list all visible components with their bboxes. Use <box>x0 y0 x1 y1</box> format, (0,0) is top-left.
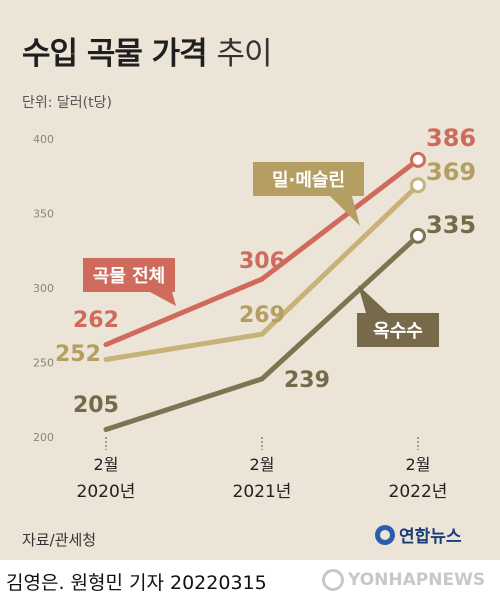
y-tick-label: 350 <box>33 208 54 221</box>
x-tick-year: 2021년 <box>233 482 292 502</box>
series-total-grain-legend-pointer <box>150 292 176 306</box>
x-tick-year: 2022년 <box>389 482 448 502</box>
series-total-grain-value-label: 262 <box>73 308 119 333</box>
series-wheat-meslin-legend-pointer <box>330 196 360 226</box>
series-wheat-meslin-line <box>103 182 421 363</box>
series-total-grain-value-label: 306 <box>239 249 285 274</box>
y-tick-label: 200 <box>33 431 54 444</box>
series-corn-legend-pointer <box>358 285 388 313</box>
brand-name: 연합뉴스 <box>399 527 462 547</box>
x-tick-month: 2월 <box>94 455 119 474</box>
y-tick-label: 250 <box>33 357 54 370</box>
series-wheat-meslin-value-label: 252 <box>55 342 101 367</box>
series-total-grain-line <box>103 157 421 348</box>
chart-title-bold: 수입 곡물 가격 <box>22 36 208 72</box>
watermark-icon <box>322 569 344 591</box>
series-total-grain-legend-label: 곡물 전체 <box>93 266 166 287</box>
x-tick-month: 2월 <box>406 455 431 474</box>
series-wheat-meslin-value-label: 369 <box>426 158 476 186</box>
series-corn-value-label: 239 <box>284 368 330 393</box>
watermark: YONHAPNEWS <box>322 569 485 591</box>
series-wheat-meslin-value-label: 269 <box>239 303 285 328</box>
series-corn-value-label: 205 <box>73 393 119 418</box>
unit-label: 단위: 달러(t당) <box>22 95 112 111</box>
chart-title-light: 추이 <box>216 36 273 72</box>
source-label: 자료/관세청 <box>22 531 97 549</box>
footer-bar: 김영은. 원형민 기자 20220315 YONHAPNEWS <box>0 560 500 601</box>
series-wheat-meslin-end-marker <box>410 177 426 194</box>
x-tick-month: 2월 <box>250 455 275 474</box>
x-tick-year: 2020년 <box>77 482 136 502</box>
brand-logo: 연합뉴스 <box>375 522 462 547</box>
chart-title: 수입 곡물 가격 추이 <box>22 28 273 73</box>
series-corn-legend-box <box>357 313 439 347</box>
series-corn-end-marker <box>410 227 426 244</box>
series-wheat-meslin-legend-label: 밀·메슬린 <box>272 170 345 191</box>
y-tick-label: 300 <box>33 282 54 295</box>
series-total-grain-legend-box <box>83 258 175 292</box>
series-wheat-meslin-legend-box <box>253 162 364 196</box>
series-corn-line <box>103 233 421 433</box>
y-tick-label: 400 <box>33 133 54 146</box>
watermark-text: YONHAPNEWS <box>348 570 486 590</box>
series-total-grain-value-label: 386 <box>426 124 476 152</box>
yonhap-logo-icon <box>375 524 395 545</box>
series-corn-legend-label: 옥수수 <box>373 321 423 342</box>
series-corn-value-label: 335 <box>426 211 476 239</box>
series-total-grain-end-marker <box>410 151 426 168</box>
credit-line: 김영은. 원형민 기자 20220315 <box>6 572 267 594</box>
